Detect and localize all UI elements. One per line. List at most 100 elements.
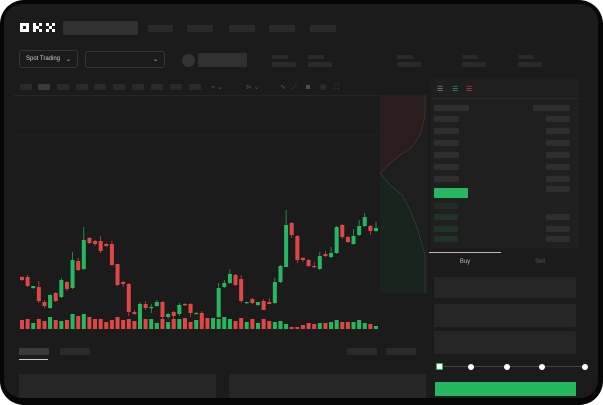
candle-body (149, 307, 154, 309)
market-type-dropdown[interactable]: Spot Trading ⌄ (19, 50, 78, 68)
nav-item[interactable] (187, 25, 213, 32)
candle (98, 236, 103, 253)
candle (81, 227, 86, 270)
candle-body (188, 304, 193, 313)
candle (368, 225, 373, 235)
timeframe-button[interactable] (151, 84, 163, 90)
tab-order-history[interactable] (60, 348, 90, 355)
timeframe-button[interactable] (94, 84, 106, 90)
timeframe-button[interactable] (38, 84, 50, 90)
candle (42, 300, 47, 308)
bid-amount (546, 214, 570, 220)
timeframe-button[interactable] (113, 84, 125, 90)
candle (340, 224, 345, 239)
pair-dropdown[interactable]: ⌄ (85, 51, 165, 68)
timeframe-button[interactable] (170, 84, 182, 90)
nav-item[interactable] (148, 25, 173, 32)
candle (143, 301, 148, 310)
candle-body (70, 260, 75, 288)
book-asks-icon[interactable]: ☰ (466, 86, 473, 93)
volume-bar (42, 321, 47, 329)
book-both-icon[interactable]: ☰ (437, 86, 444, 93)
candlestick-chart[interactable] (4, 95, 382, 335)
candle-body (278, 266, 283, 282)
amount-input[interactable] (434, 304, 576, 327)
candle-body (42, 302, 47, 306)
volume-bar (334, 320, 339, 329)
candle (53, 292, 58, 302)
timeframe-button[interactable] (189, 84, 201, 90)
volume-bar (357, 320, 362, 329)
slider-step-75[interactable] (539, 364, 545, 370)
candle (166, 313, 171, 319)
tab-action[interactable] (386, 348, 416, 355)
ask-amount (546, 164, 570, 170)
candle (267, 298, 272, 304)
candle (239, 275, 244, 303)
candle-body (166, 314, 171, 317)
volume-bar (132, 321, 137, 329)
volume-bar (104, 322, 109, 329)
candle-body (374, 228, 378, 231)
candle (20, 276, 24, 281)
volume-bar (306, 323, 311, 329)
candle (121, 281, 126, 287)
amount-slider[interactable] (436, 363, 588, 370)
nav-item[interactable] (229, 25, 255, 32)
volume-bar (362, 323, 367, 329)
chart-type-icon[interactable]: ⌁ ⌄ (211, 84, 224, 91)
slider-step-25[interactable] (468, 364, 474, 370)
candle-body (93, 241, 98, 244)
timeframe-button[interactable] (132, 84, 144, 90)
tab-open-orders[interactable] (19, 348, 49, 355)
candle-body (334, 227, 339, 253)
buy-tab[interactable]: Buy (459, 259, 471, 265)
search-box[interactable] (63, 21, 138, 35)
slider-handle[interactable] (436, 363, 443, 370)
volume-bar (93, 319, 98, 329)
nav-item[interactable] (310, 25, 336, 32)
indicator-icon[interactable]: ⊳ ⌄ (246, 84, 260, 91)
volume-bar (149, 319, 154, 329)
settings-icon[interactable]: ◎ (320, 84, 327, 91)
volume-bar (216, 319, 221, 329)
candle (222, 280, 227, 288)
book-bids-icon[interactable]: ☰ (452, 86, 459, 93)
ruler-icon[interactable]: ⟋ (292, 84, 297, 91)
total-input[interactable] (434, 331, 576, 354)
timeframe-button[interactable] (57, 84, 69, 90)
volume-bar (312, 324, 317, 329)
volume-bar (121, 320, 126, 329)
candle (250, 298, 255, 304)
candle (272, 278, 277, 304)
candle (109, 241, 114, 266)
candle (87, 237, 92, 244)
volume-bar (284, 324, 289, 329)
ask-price (434, 116, 459, 122)
draw-line-icon[interactable]: ∿ (280, 84, 286, 91)
timeframe-button[interactable] (76, 84, 88, 90)
candle-body (115, 264, 120, 285)
slider-step-100[interactable] (582, 364, 588, 370)
tab-action[interactable] (347, 348, 377, 355)
nav-item[interactable] (269, 25, 295, 32)
volume-bar (48, 317, 53, 329)
candle (194, 312, 199, 315)
camera-icon[interactable]: ◙ (306, 84, 311, 91)
volume-bar (199, 318, 204, 329)
candle-body (104, 244, 109, 246)
slider-step-50[interactable] (504, 364, 510, 370)
candle-body (48, 295, 53, 308)
sell-tab[interactable]: Sell (534, 259, 545, 265)
coin-icon (182, 54, 195, 67)
candle (160, 301, 165, 321)
price-input[interactable] (434, 277, 576, 298)
timeframe-button[interactable] (20, 84, 32, 90)
candle-body (323, 254, 328, 256)
volume-bar (70, 314, 75, 329)
candle (244, 302, 249, 304)
stat-label (308, 55, 324, 59)
buy-button[interactable] (435, 382, 576, 396)
volume-bar (289, 327, 294, 329)
fullscreen-icon[interactable]: ⛶ (334, 84, 339, 91)
